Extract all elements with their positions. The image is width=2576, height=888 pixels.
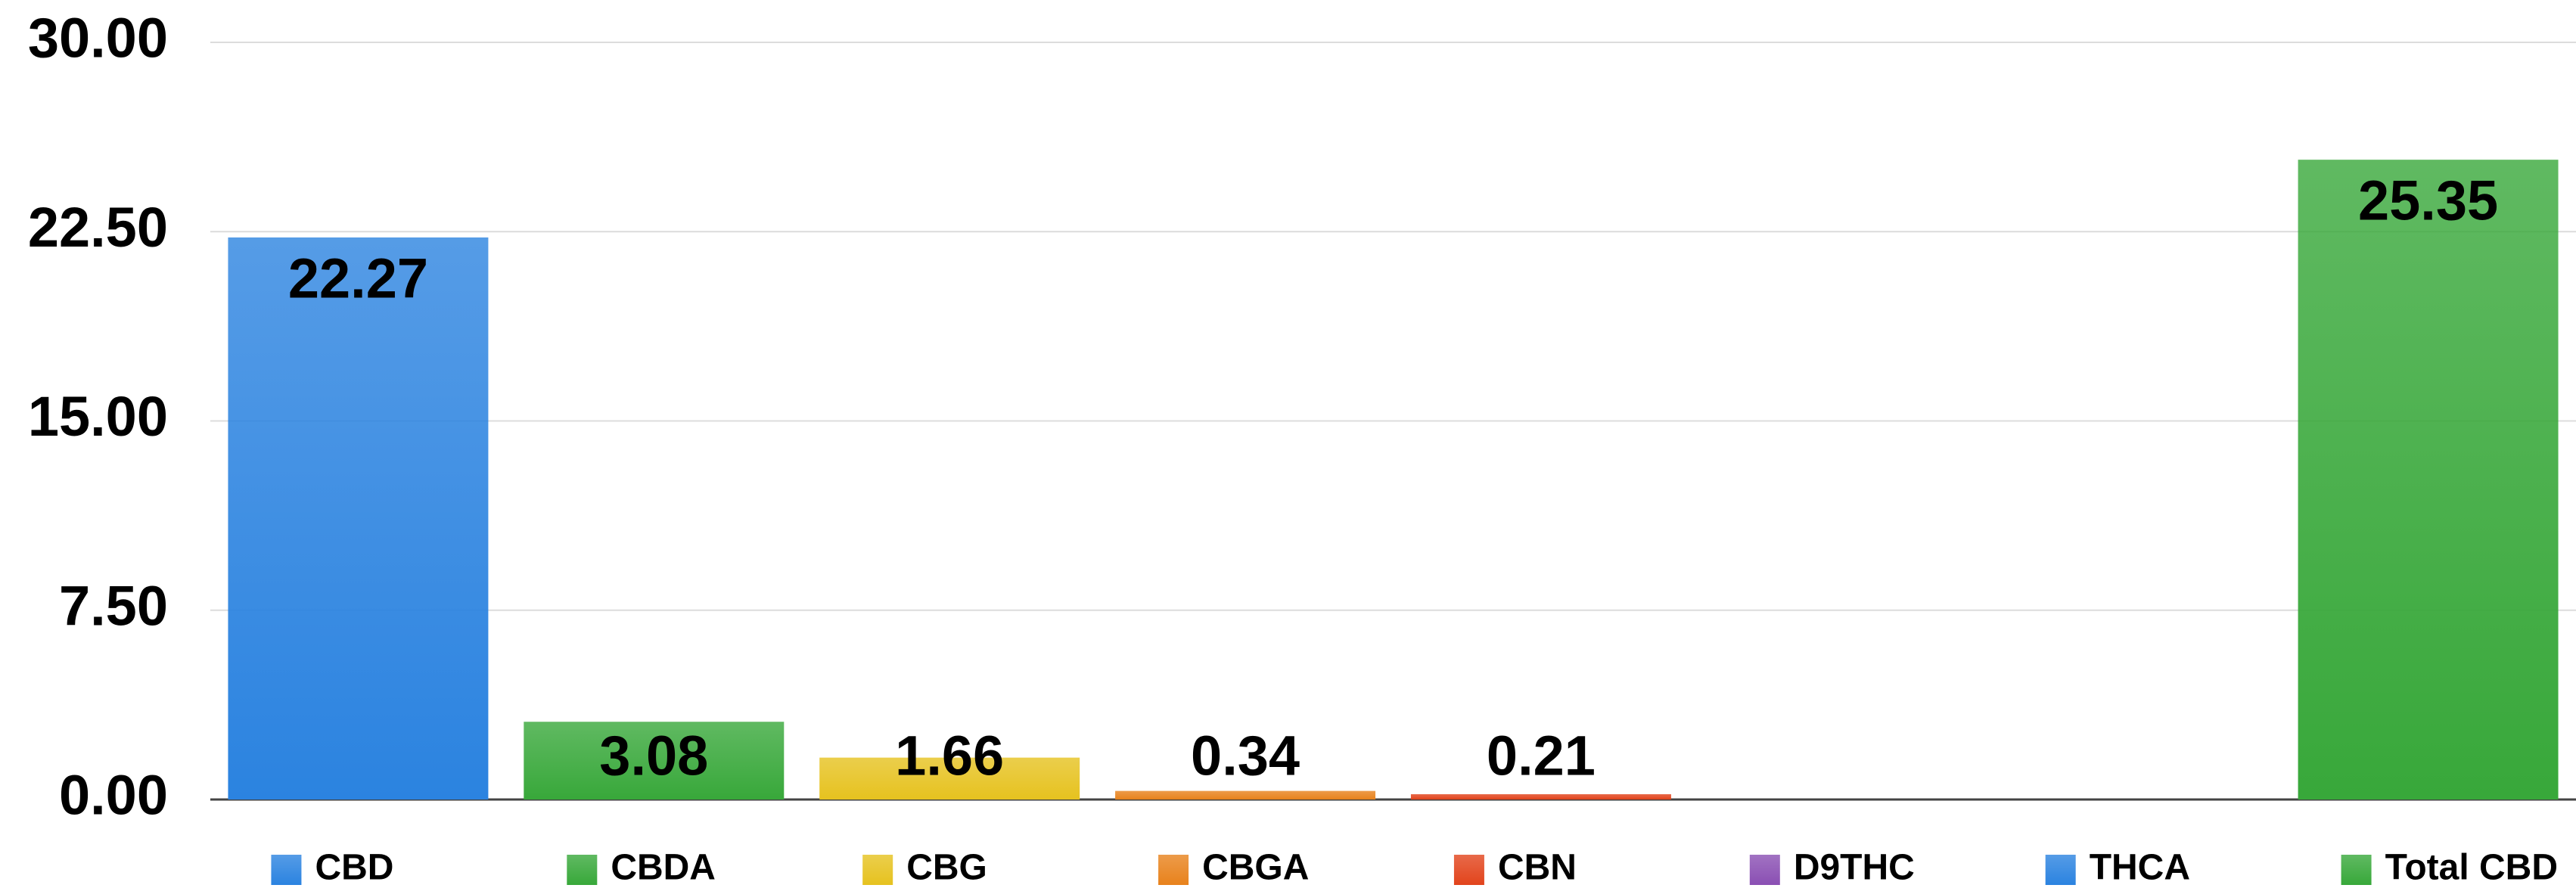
legend-label: D9THC	[1794, 848, 1915, 888]
data-label: 22.27	[288, 247, 428, 309]
data-label: 0.34	[1191, 725, 1300, 787]
y-tick-label: 15.00	[28, 385, 168, 448]
y-tick-label: 0.00	[59, 764, 168, 827]
bar	[1115, 790, 1376, 800]
legend-label: THCA	[2090, 848, 2190, 888]
data-label: 3.08	[599, 725, 708, 787]
bar	[228, 237, 489, 800]
bar	[524, 722, 785, 800]
legend-swatch	[2341, 855, 2372, 885]
legend-swatch	[1453, 855, 1484, 885]
legend-label: CBGA	[1202, 848, 1309, 888]
data-label: 1.66	[895, 725, 1004, 787]
legend-label: CBG	[906, 848, 987, 888]
legend-swatch	[2045, 855, 2076, 885]
y-tick-label: 7.50	[59, 574, 168, 637]
data-label: 0.21	[1487, 725, 1596, 787]
y-tick-label: 22.50	[28, 196, 168, 259]
legend-label: CBD	[315, 848, 393, 888]
legend-swatch	[271, 855, 302, 885]
legend-label: Total CBD	[2385, 848, 2558, 888]
legend-label: CBN	[1498, 848, 1577, 888]
bar	[1410, 793, 1671, 800]
legend-swatch	[862, 855, 893, 885]
legend-swatch	[1749, 855, 1780, 885]
y-tick-label: 30.00	[28, 7, 168, 70]
legend-swatch	[567, 855, 598, 885]
bar	[819, 757, 1080, 800]
data-label: 25.35	[2358, 169, 2498, 232]
bar	[2298, 160, 2559, 800]
legend-label: CBDA	[611, 848, 716, 888]
legend-swatch	[1158, 855, 1189, 885]
